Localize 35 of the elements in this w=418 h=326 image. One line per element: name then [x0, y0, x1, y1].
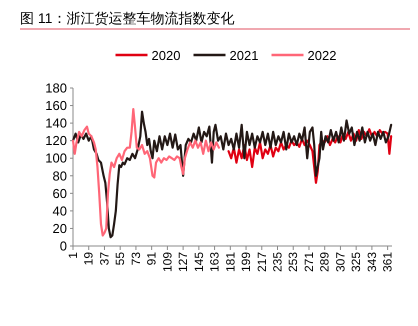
x-tick-label: 145: [192, 252, 206, 272]
x-tick-label: 217: [254, 252, 269, 272]
y-tick-label: 180: [45, 80, 67, 96]
x-tick-label: 325: [349, 252, 364, 272]
legend-label: 2022: [308, 48, 336, 63]
x-tick-label: 19: [82, 252, 96, 266]
x-tick-label: 91: [144, 252, 159, 266]
legend-label: 2021: [230, 48, 258, 63]
y-tick-label: 160: [45, 98, 67, 114]
x-tick-label: 37: [97, 252, 112, 266]
y-tick-label: 100: [45, 150, 67, 166]
x-tick-label: 361: [380, 252, 395, 272]
x-tick-label: 307: [333, 252, 348, 272]
x-tick-label: 73: [128, 252, 143, 266]
x-tick-label: 253: [286, 252, 300, 272]
y-tick-label: 60: [52, 186, 67, 201]
y-tick-label: 80: [52, 168, 67, 184]
x-tick-label: 181: [223, 252, 238, 272]
x-tick-label: 343: [364, 252, 379, 272]
x-tick-label: 55: [113, 252, 128, 266]
x-tick-label: 109: [160, 252, 174, 272]
x-tick-label: 271: [302, 252, 316, 272]
y-tick-label: 120: [45, 133, 67, 148]
y-tick-label: 0: [60, 238, 67, 254]
x-tick-label: 235: [270, 252, 285, 272]
y-tick-label: 40: [52, 203, 67, 218]
x-tick-label: 127: [176, 252, 190, 272]
x-tick-label: 1: [66, 252, 80, 259]
x-tick-label: 163: [208, 252, 222, 272]
y-tick-label: 140: [45, 116, 67, 131]
x-tick-label: 199: [239, 252, 254, 272]
x-tick-label: 289: [318, 252, 332, 272]
y-tick-label: 20: [52, 220, 67, 236]
legend-label: 2020: [152, 48, 180, 63]
chart-title: 图 11：浙江货运整车物流指数变化: [20, 10, 234, 26]
